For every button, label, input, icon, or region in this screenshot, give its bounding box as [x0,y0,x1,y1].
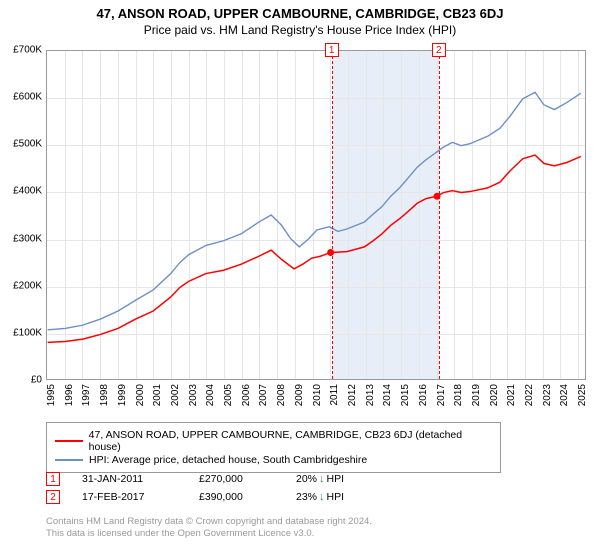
x-tick-label: 2019 [471,384,482,406]
y-tick-label: £400K [13,186,42,197]
x-tick-label: 2025 [577,384,588,406]
series-property [48,155,581,342]
x-tick-label: 2016 [418,384,429,406]
sale-rows: 1 31-JAN-2011 £270,000 20% ↓ HPI 2 17-FE… [46,468,586,508]
sale-marker-line [332,51,333,379]
legend-item-property: 47, ANSON ROAD, UPPER CAMBOURNE, CAMBRID… [55,429,492,453]
x-tick-label: 1997 [81,384,92,406]
x-tick-label: 2009 [294,384,305,406]
x-tick-label: 2020 [489,384,500,406]
y-tick-label: £0 [31,375,42,386]
x-tick-label: 2022 [524,384,535,406]
sale-marker-1: 1 [46,472,60,486]
y-tick-label: £200K [13,280,42,291]
sale-marker-line [439,51,440,379]
y-tick-label: £600K [13,92,42,103]
x-tick-label: 2008 [276,384,287,406]
sale-diff-suffix-2: HPI [327,491,345,503]
chart-title: 47, ANSON ROAD, UPPER CAMBOURNE, CAMBRID… [0,0,600,21]
sale-row-1: 1 31-JAN-2011 £270,000 20% ↓ HPI [46,472,586,486]
y-tick-label: £700K [13,45,42,56]
x-tick-label: 2003 [188,384,199,406]
chart-subtitle: Price paid vs. HM Land Registry's House … [0,21,600,37]
sale-marker-box: 1 [325,43,339,57]
sale-marker-box: 2 [432,43,446,57]
x-tick-label: 2021 [506,384,517,406]
legend-swatch-hpi [55,459,83,461]
x-tick-label: 2013 [365,384,376,406]
legend-item-hpi: HPI: Average price, detached house, Sout… [55,454,492,466]
sale-marker-dot [327,249,334,256]
sale-date-2: 17-FEB-2017 [82,491,177,503]
x-tick-label: 2005 [223,384,234,406]
footer: Contains HM Land Registry data © Crown c… [46,516,372,541]
series-hpi [48,92,581,330]
sale-diff-suffix-1: HPI [327,473,345,485]
legend: 47, ANSON ROAD, UPPER CAMBOURNE, CAMBRID… [46,422,501,473]
plot-region: 12 [46,50,586,380]
x-tick-label: 2015 [400,384,411,406]
x-tick-label: 1995 [46,384,57,406]
x-tick-label: 2018 [453,384,464,406]
x-tick-label: 2006 [241,384,252,406]
x-tick-label: 2017 [436,384,447,406]
line-svg [47,51,585,379]
down-arrow-icon: ↓ [319,473,325,485]
x-tick-label: 2010 [312,384,323,406]
sale-price-2: £390,000 [199,491,274,503]
sale-row-2: 2 17-FEB-2017 £390,000 23% ↓ HPI [46,490,586,504]
footer-line1: Contains HM Land Registry data © Crown c… [46,516,372,528]
x-tick-label: 2014 [382,384,393,406]
chart-area: 12 £0£100K£200K£300K£400K£500K£600K£700K… [46,50,586,418]
x-tick-label: 2000 [135,384,146,406]
x-tick-label: 2011 [329,384,340,406]
x-tick-label: 2012 [347,384,358,406]
x-tick-label: 1998 [99,384,110,406]
footer-line2: This data is licensed under the Open Gov… [46,528,372,540]
y-tick-label: £500K [13,139,42,150]
sale-marker-2: 2 [46,490,60,504]
sale-diff-1: 20% ↓ HPI [296,473,356,485]
sale-diff-pct-2: 23% [296,491,317,503]
y-tick-label: £100K [13,327,42,338]
x-tick-label: 2002 [170,384,181,406]
sale-diff-pct-1: 20% [296,473,317,485]
x-tick-label: 1999 [117,384,128,406]
legend-label-hpi: HPI: Average price, detached house, Sout… [89,454,367,466]
x-tick-label: 2004 [205,384,216,406]
legend-label-property: 47, ANSON ROAD, UPPER CAMBOURNE, CAMBRID… [89,429,492,453]
sale-price-1: £270,000 [199,473,274,485]
x-tick-label: 1996 [64,384,75,406]
y-tick-label: £300K [13,233,42,244]
legend-swatch-property [55,440,83,442]
x-tick-label: 2007 [258,384,269,406]
x-tick-label: 2023 [542,384,553,406]
sale-date-1: 31-JAN-2011 [82,473,177,485]
sale-diff-2: 23% ↓ HPI [296,491,356,503]
x-tick-label: 2024 [559,384,570,406]
x-tick-label: 2001 [152,384,163,406]
down-arrow-icon: ↓ [319,491,325,503]
